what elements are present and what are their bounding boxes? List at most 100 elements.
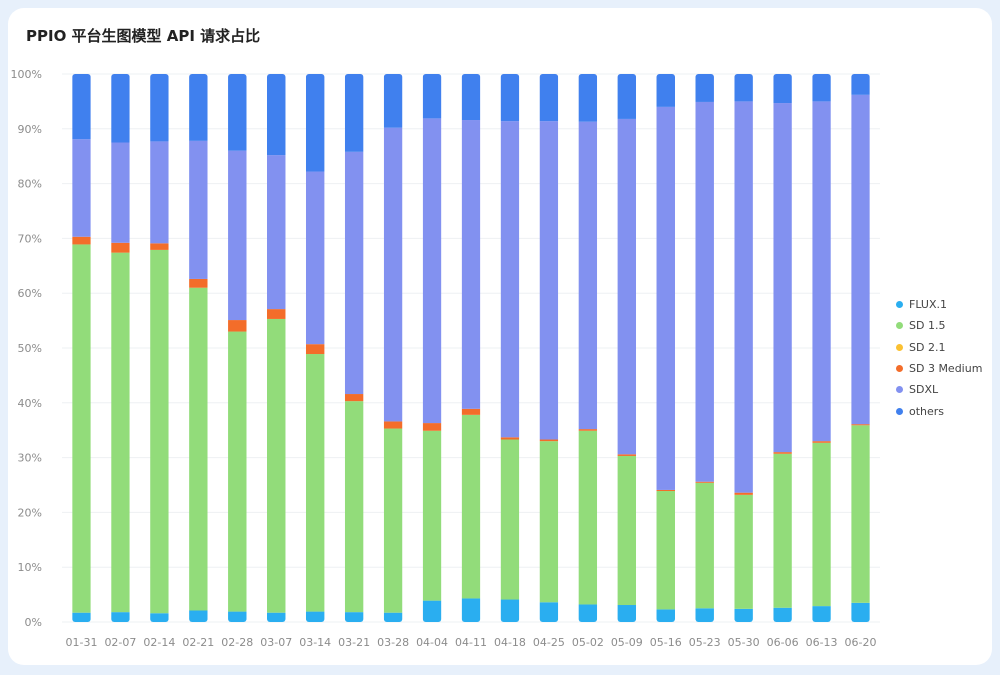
bar-segment <box>617 455 637 606</box>
bar-segment <box>111 142 130 243</box>
legend-label: SDXL <box>909 383 939 397</box>
bar-stack <box>344 74 364 622</box>
bar-segment <box>500 437 520 440</box>
legend-label: SD 1.5 <box>909 319 946 333</box>
legend-item[interactable]: SD 3 Medium <box>896 358 982 379</box>
bar-segment <box>111 252 130 613</box>
legend-dot-icon <box>896 301 903 309</box>
bar-stack <box>72 74 91 622</box>
bar-stack <box>695 74 714 622</box>
bar-segment <box>461 120 481 409</box>
bar-segment <box>851 74 870 95</box>
bar-segment <box>812 441 831 443</box>
legend-dot-icon <box>896 343 903 351</box>
legend-item[interactable]: SD 1.5 <box>896 315 982 336</box>
bar-segment <box>344 612 364 622</box>
legend-item[interactable]: SDXL <box>896 379 982 400</box>
y-tick-label: 20% <box>18 506 42 519</box>
bar-stack <box>383 74 403 622</box>
bar-segment <box>695 101 714 482</box>
x-tick-label: 05-16 <box>650 636 682 649</box>
bar-segment <box>656 489 676 492</box>
legend-item[interactable]: SD 2.1 <box>896 337 982 358</box>
bar-segment <box>812 606 831 622</box>
bar-segment <box>150 243 169 250</box>
bar-stack <box>266 74 286 622</box>
bar-segment <box>72 74 91 140</box>
bar-segment <box>851 94 870 425</box>
bar-segment <box>266 318 286 613</box>
x-tick-label: 01-31 <box>65 636 97 649</box>
legend-dot-icon <box>896 365 903 373</box>
bar-segment <box>111 242 130 253</box>
bar-segment <box>461 598 481 622</box>
bar-segment <box>72 139 91 237</box>
bar-segment <box>266 309 286 319</box>
bar-segment <box>500 439 520 600</box>
bar-stack <box>228 74 247 622</box>
bar-stack <box>734 74 753 622</box>
bar-stack <box>812 74 831 622</box>
bar-segment <box>656 106 676 490</box>
bar-segment <box>422 423 442 431</box>
bar-segment <box>734 608 753 622</box>
bar-segment <box>851 602 870 622</box>
bar-segment <box>656 491 676 610</box>
bar-segment <box>695 74 714 102</box>
bar-segment <box>539 74 559 122</box>
chart-title: PPIO 平台生图模型 API 请求占比 <box>26 27 261 45</box>
bar-segment <box>656 74 676 107</box>
bar-segment <box>656 609 676 622</box>
bar-segment <box>539 439 559 442</box>
bar-segment <box>851 425 870 603</box>
bar-stack <box>773 74 792 622</box>
bar-segment <box>578 430 598 605</box>
bar-stack <box>617 74 637 622</box>
bar-segment <box>305 354 325 612</box>
bar-segment <box>344 151 364 395</box>
bar-segment <box>422 118 442 424</box>
x-tick-label: 04-04 <box>416 636 448 649</box>
bar-stack <box>422 74 442 622</box>
bar-segment <box>305 74 325 172</box>
bar-segment <box>812 442 831 607</box>
x-tick-label: 04-18 <box>494 636 526 649</box>
y-tick-label: 0% <box>25 616 42 629</box>
bar-segment <box>773 607 792 622</box>
x-tick-label: 02-14 <box>143 636 175 649</box>
y-tick-label: 50% <box>18 342 42 355</box>
x-tick-label: 02-07 <box>104 636 136 649</box>
legend-label: others <box>909 404 945 418</box>
bar-segment <box>228 611 247 622</box>
bar-segment <box>695 608 714 622</box>
legend-dot-icon <box>896 386 903 394</box>
bar-segment <box>305 171 325 345</box>
bar-segment <box>383 127 403 422</box>
bar-segment <box>383 428 403 613</box>
legend-dot-icon <box>896 407 903 415</box>
bar-stack <box>111 74 130 622</box>
x-tick-label: 02-28 <box>221 636 253 649</box>
bar-segment <box>422 74 442 119</box>
bar-segment <box>734 101 753 493</box>
bar-segment <box>344 401 364 613</box>
x-tick-label: 06-20 <box>845 636 877 649</box>
x-tick-label: 03-28 <box>377 636 409 649</box>
bar-segment <box>500 121 520 438</box>
legend-item[interactable]: others <box>896 400 982 421</box>
y-tick-label: 90% <box>18 123 42 136</box>
x-tick-label: 04-25 <box>533 636 565 649</box>
chart-card: PPIO 平台生图模型 API 请求占比 0% 10% 20% 30% 40% 50% 60… <box>8 8 992 665</box>
bar-segment <box>305 611 325 622</box>
bar-segment <box>111 612 130 622</box>
x-tick-label: 05-02 <box>572 636 604 649</box>
x-tick-label: 04-11 <box>455 636 487 649</box>
bar-segment <box>344 74 364 152</box>
legend: FLUX.1 SD 1.5 SD 2.1 SD 3 Medium SDXL others <box>896 294 982 422</box>
bar-stack <box>461 74 481 622</box>
bar-segment <box>150 613 169 622</box>
bar-segment <box>189 140 208 279</box>
bar-segment <box>500 599 520 622</box>
bar-segment <box>539 121 559 440</box>
legend-item[interactable]: FLUX.1 <box>896 294 982 315</box>
